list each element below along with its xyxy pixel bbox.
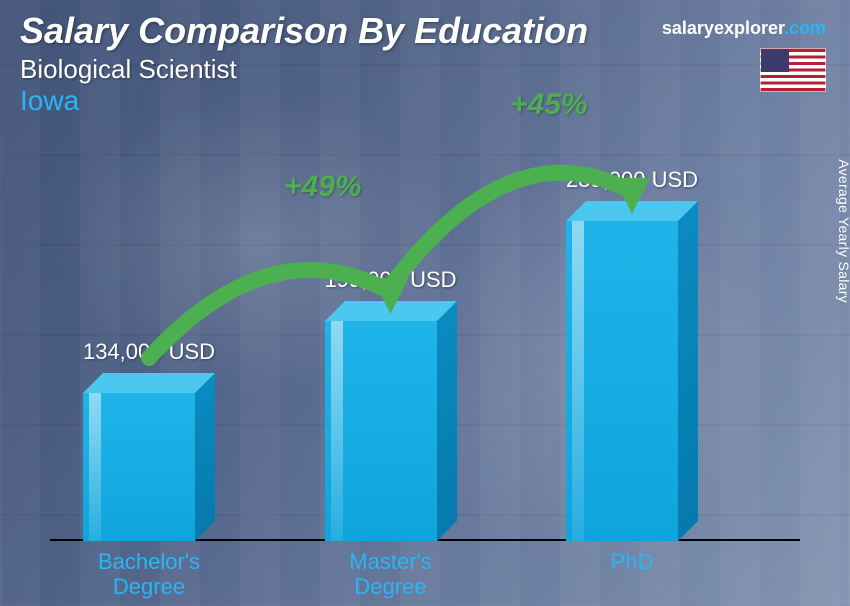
bar-top: [566, 201, 698, 221]
bar-side: [437, 301, 457, 541]
bar-value-label: 199,000 USD: [291, 267, 491, 293]
bar: [83, 393, 215, 541]
us-flag-icon: [760, 48, 826, 92]
chart-subtitle: Biological Scientist: [20, 54, 830, 85]
bar-lane: 134,000 USDBachelor'sDegree: [69, 353, 229, 541]
bar-side: [195, 373, 215, 541]
bar-category-label: PhD: [542, 549, 722, 574]
bar-value-label: 134,000 USD: [49, 339, 249, 365]
bar-lane: 199,000 USDMaster'sDegree: [311, 281, 471, 541]
container: Salary Comparison By Education Biologica…: [0, 0, 850, 606]
bar-top: [325, 301, 457, 321]
y-axis-label: Average Yearly Salary: [836, 159, 850, 303]
bar-shine: [89, 393, 101, 541]
bar-shine: [331, 321, 343, 541]
bar-side: [678, 201, 698, 541]
bar: [325, 321, 457, 541]
bar-chart: 134,000 USDBachelor'sDegree199,000 USDMa…: [80, 150, 770, 541]
bar-top: [83, 373, 215, 393]
bar: [566, 221, 698, 541]
bar-lane: 289,000 USDPhD: [552, 181, 712, 541]
brand-suffix: .com: [784, 18, 826, 38]
bar-category-label: Bachelor'sDegree: [59, 549, 239, 600]
bar-category-label: Master'sDegree: [301, 549, 481, 600]
bar-shine: [572, 221, 584, 541]
chart-location: Iowa: [20, 85, 830, 117]
brand-name: salaryexplorer: [662, 18, 784, 38]
brand-logo: salaryexplorer.com: [662, 18, 826, 39]
increase-percentage-label: +45%: [510, 88, 588, 122]
increase-percentage-label: +49%: [284, 170, 362, 204]
bar-value-label: 289,000 USD: [532, 167, 732, 193]
